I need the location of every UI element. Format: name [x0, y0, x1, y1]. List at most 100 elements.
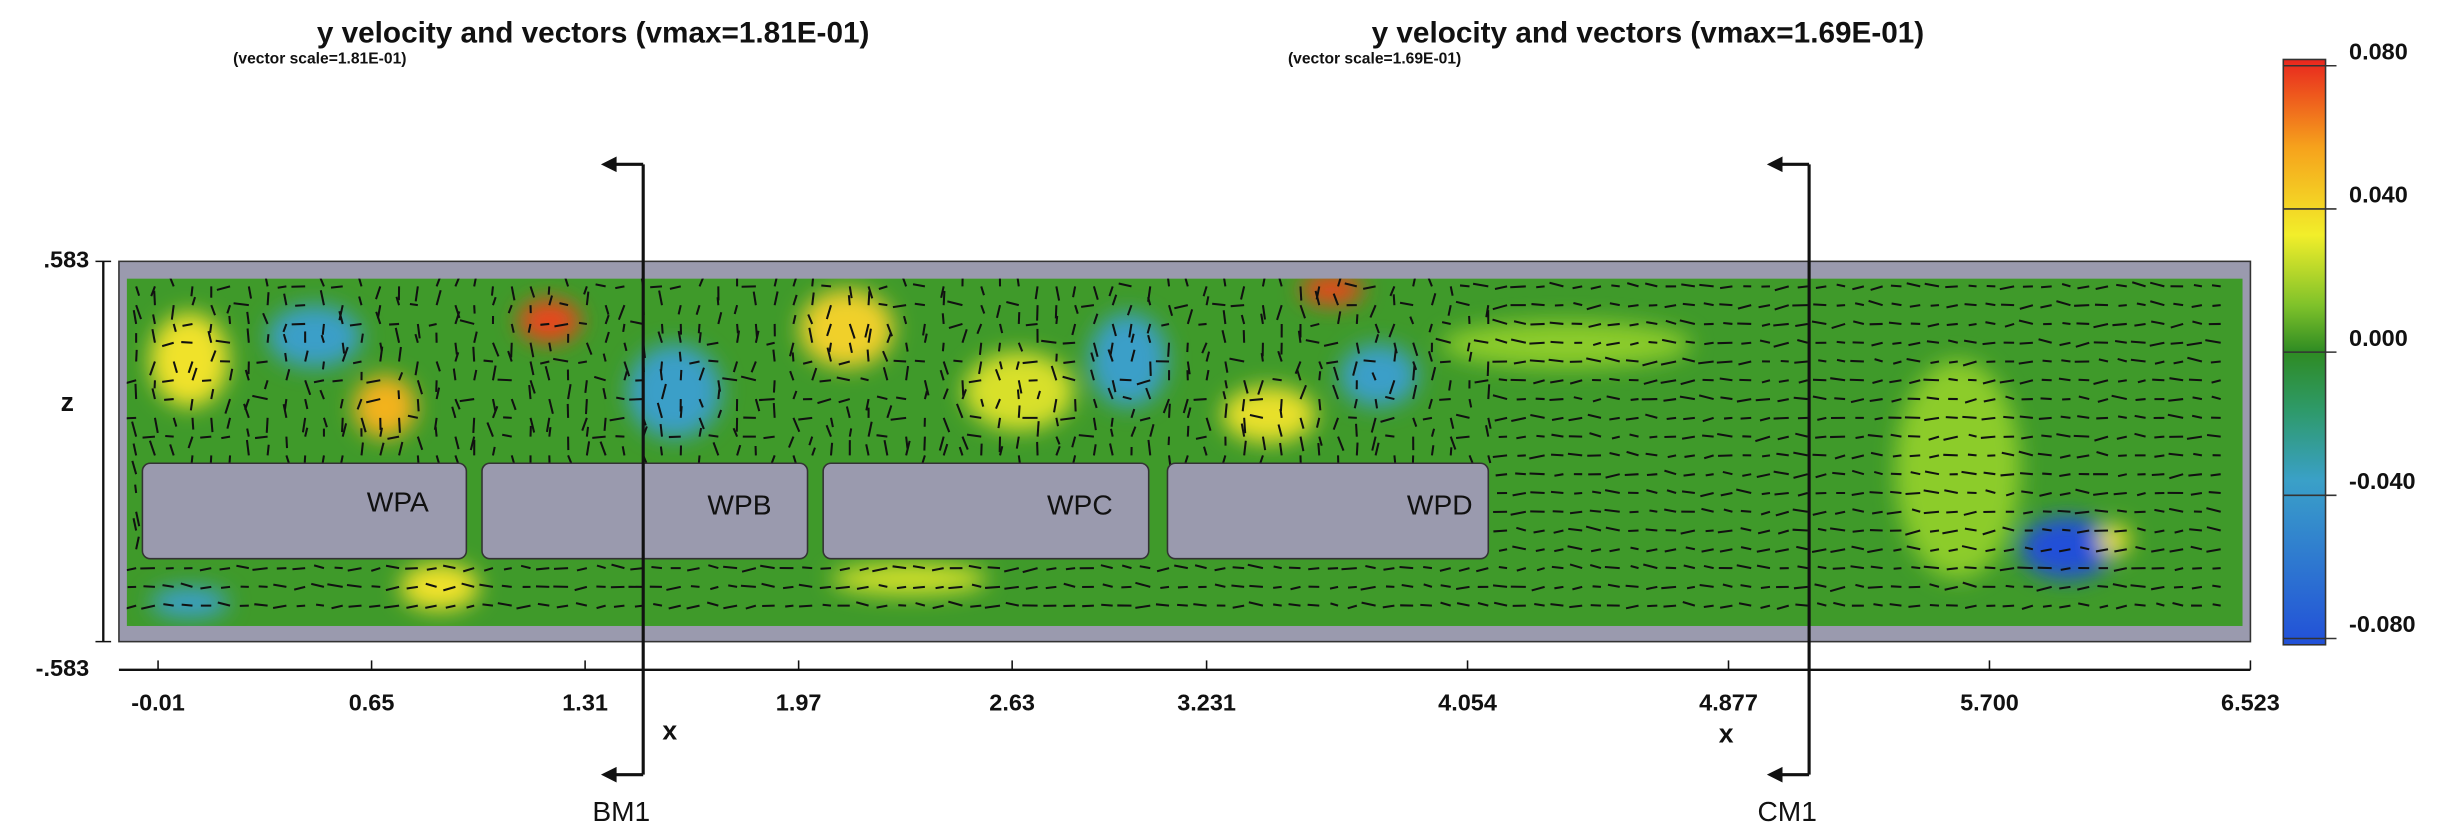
vector — [1868, 587, 1883, 588]
vector — [202, 380, 211, 381]
vector — [661, 446, 662, 455]
vector — [1243, 399, 1244, 411]
vector — [1554, 587, 1563, 588]
vector — [2118, 305, 2126, 306]
vector — [1946, 417, 1958, 418]
vector — [473, 347, 474, 362]
vector — [1551, 455, 1563, 456]
vector — [1756, 399, 1770, 400]
vector — [1891, 586, 1902, 587]
vector — [436, 427, 437, 437]
vector — [2118, 416, 2127, 417]
vector — [1890, 492, 1901, 493]
vector — [1063, 362, 1075, 363]
vector — [1569, 606, 1582, 607]
vector — [821, 285, 831, 286]
vector — [1609, 379, 1619, 380]
vector — [1667, 418, 1676, 419]
vector — [1964, 567, 1976, 568]
vector — [2212, 285, 2221, 286]
vector — [1250, 399, 1263, 400]
vector — [1762, 455, 1770, 456]
vector — [502, 586, 512, 587]
vector — [1488, 384, 1489, 399]
vector — [1818, 360, 1826, 361]
vector — [2001, 474, 2015, 475]
vector — [267, 418, 268, 433]
colorbar-tick-label: 0.000 — [2349, 325, 2408, 351]
vector — [592, 437, 605, 438]
vector — [879, 304, 888, 305]
vector — [342, 418, 343, 432]
vector — [943, 313, 944, 324]
vector — [410, 304, 418, 305]
vector — [1244, 418, 1245, 433]
vector — [1451, 447, 1452, 455]
vector — [362, 334, 363, 343]
vector — [1019, 455, 1020, 463]
vector — [1793, 530, 1808, 531]
vector — [913, 587, 925, 588]
vector — [1962, 417, 1976, 418]
vector — [1318, 443, 1319, 455]
vector — [578, 362, 587, 363]
y-tick-label: .583 — [44, 247, 90, 273]
vector — [943, 343, 944, 352]
vector — [849, 295, 850, 305]
vector — [605, 418, 606, 431]
vector — [1550, 323, 1564, 324]
vector — [164, 399, 174, 400]
vector — [1348, 587, 1357, 588]
vector — [1856, 437, 1864, 438]
panel-subtitle: (vector scale=1.81E-01) — [233, 51, 406, 68]
x-tick-label: 3.231 — [1177, 689, 1236, 715]
vector — [1931, 305, 1939, 306]
vector — [1684, 474, 1695, 475]
vector — [700, 332, 701, 342]
vector — [2058, 511, 2071, 512]
vector — [924, 437, 925, 451]
vector — [482, 604, 492, 605]
vector — [1413, 365, 1414, 380]
vector — [2043, 361, 2052, 362]
vector — [1706, 474, 1714, 475]
block-label: WPD — [1407, 489, 1473, 520]
vector — [255, 437, 268, 438]
vector — [1551, 342, 1564, 343]
vector — [1815, 437, 1826, 438]
vector — [1038, 421, 1039, 436]
vector — [182, 605, 193, 606]
vector — [1357, 314, 1358, 324]
vector — [389, 324, 399, 325]
vector — [1376, 399, 1377, 408]
vector — [2079, 380, 2090, 381]
vector — [1056, 316, 1057, 324]
vector — [143, 437, 155, 438]
vector — [1908, 606, 1920, 607]
vector — [405, 568, 418, 569]
vector — [1741, 511, 1751, 512]
block-label: WPB — [707, 489, 771, 520]
vector — [1906, 493, 1921, 494]
vector — [759, 399, 775, 400]
vector — [343, 343, 344, 354]
vector — [2154, 455, 2164, 456]
vector — [1551, 492, 1563, 493]
vector — [1761, 587, 1770, 588]
vector — [1198, 324, 1206, 325]
vector — [549, 427, 550, 437]
x-axis-label: x — [1719, 719, 1734, 749]
vector — [1704, 343, 1713, 344]
vector — [1101, 605, 1112, 606]
vector — [1394, 294, 1395, 305]
vector — [248, 328, 249, 342]
vector — [708, 361, 718, 362]
vector — [1702, 435, 1714, 436]
vector — [1552, 567, 1564, 568]
vector — [691, 586, 700, 587]
vector — [1224, 278, 1225, 286]
vector — [1082, 606, 1094, 607]
vector — [1328, 568, 1338, 569]
vector — [2097, 586, 2108, 587]
vector — [699, 324, 700, 333]
